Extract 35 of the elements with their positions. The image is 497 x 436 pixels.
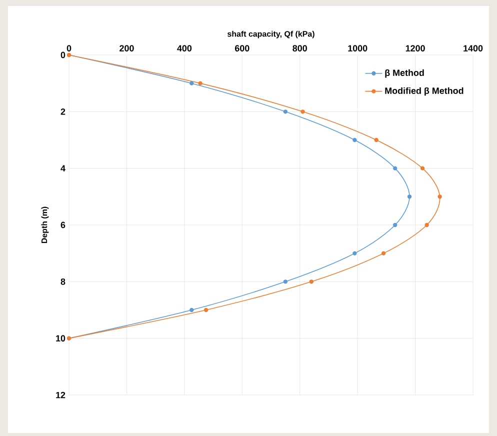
x-tick-label: 600 [235,45,250,52]
point [352,138,357,142]
point [393,166,398,170]
y-tick-label: 8 [60,278,66,285]
point [300,110,305,114]
point [420,166,425,170]
y-tick-label: 10 [56,335,66,342]
point [198,81,202,86]
y-tick-label: 4 [60,165,66,172]
point [393,222,398,228]
point [381,251,386,256]
y-tick-label: 2 [60,108,66,115]
x-tick-label: 1400 [464,45,483,52]
point [352,251,357,256]
x-tick-label: 1000 [348,45,368,52]
point [283,280,288,284]
x-tick-label: 0 [66,45,72,52]
legend-label: β Method [385,69,424,78]
y-tick-label: 0 [60,52,66,58]
point [309,280,314,284]
y-tick-label: 6 [60,222,66,228]
point [283,110,288,114]
point [424,222,429,228]
x-tick-label: 1200 [406,45,425,52]
point [190,81,194,86]
point [438,194,442,199]
point [190,308,194,312]
point [407,194,412,199]
point [204,308,208,312]
x-tick-label: 200 [120,45,134,52]
point [374,138,378,142]
y-tick-label: 12 [56,392,66,398]
x-tick-label: 400 [177,45,192,52]
legend-label: Modified β Method [385,87,464,96]
x-tick-label: 800 [292,45,307,52]
